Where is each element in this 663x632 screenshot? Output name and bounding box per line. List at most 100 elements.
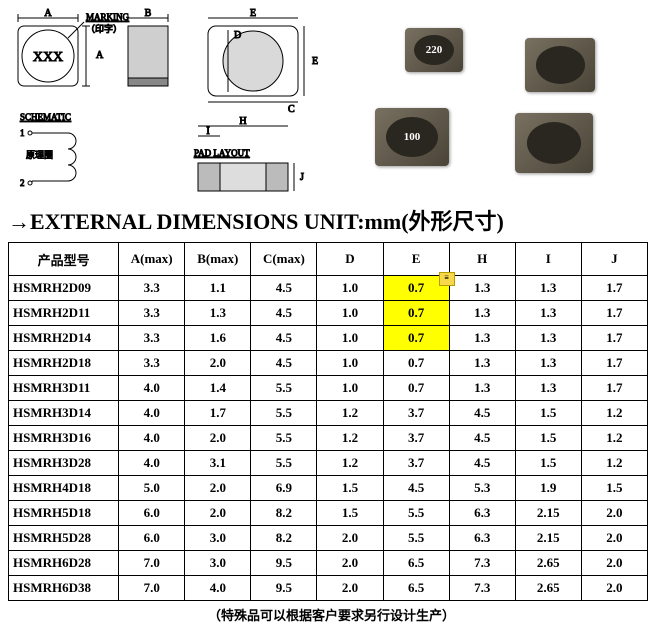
cell-dim: 3.3 xyxy=(119,351,185,376)
cell-dim: 1.5 xyxy=(581,476,647,501)
table-row: HSMRH6D387.04.09.52.06.57.32.652.0 xyxy=(9,576,648,601)
cell-dim: 2.0 xyxy=(581,501,647,526)
cell-dim: 1.2 xyxy=(317,426,383,451)
cell-dim: 4.0 xyxy=(119,401,185,426)
cell-dim: 3.3 xyxy=(119,276,185,301)
marking-sub: （印字） xyxy=(86,23,122,34)
cell-dim: 1.7 xyxy=(581,326,647,351)
col-b: B(max) xyxy=(185,243,251,276)
cell-dim: 3.3 xyxy=(119,301,185,326)
cell-dim: 1.3 xyxy=(449,376,515,401)
cell-dim: 9.5 xyxy=(251,551,317,576)
technical-drawings: A MARKING （印字） XXX A B E xyxy=(8,8,368,198)
cell-dim: 1.5 xyxy=(515,401,581,426)
cell-dim: 0.7 xyxy=(383,351,449,376)
cell-dim: 6.0 xyxy=(119,526,185,551)
cell-dim: 1.4 xyxy=(185,376,251,401)
chip-photo-1: 220 xyxy=(405,28,463,72)
table-row: HSMRH3D284.03.15.51.23.74.51.51.2 xyxy=(9,451,648,476)
cell-dim: 6.9 xyxy=(251,476,317,501)
cell-dim: 1.0 xyxy=(317,301,383,326)
cell-dim: 1.3 xyxy=(449,276,515,301)
cell-dim: 1.3 xyxy=(515,326,581,351)
cell-dim: 1.7 xyxy=(581,351,647,376)
cell-dim: 1.3 xyxy=(449,351,515,376)
cell-dim: 2.0 xyxy=(185,501,251,526)
cell-dim: 2.0 xyxy=(185,351,251,376)
cell-dim: 7.3 xyxy=(449,576,515,601)
dim-d: D xyxy=(234,30,241,41)
cell-dim: 1.2 xyxy=(581,401,647,426)
table-row: HSMRH6D287.03.09.52.06.57.32.652.0 xyxy=(9,551,648,576)
cell-dim: 1.5 xyxy=(317,476,383,501)
cell-dim: 4.0 xyxy=(119,376,185,401)
cell-dim: 7.3 xyxy=(449,551,515,576)
cell-dim: 1.3 xyxy=(449,326,515,351)
cell-dim: 1.5 xyxy=(317,501,383,526)
cell-dim: 3.0 xyxy=(185,551,251,576)
cell-dim: 5.5 xyxy=(251,426,317,451)
cell-model: HSMRH2D11 xyxy=(9,301,119,326)
cell-model: HSMRH2D09 xyxy=(9,276,119,301)
cell-dim: 8.2 xyxy=(251,526,317,551)
table-row: HSMRH4D185.02.06.91.54.55.31.91.5 xyxy=(9,476,648,501)
cell-dim: 2.0 xyxy=(317,551,383,576)
cell-dim: 3.0 xyxy=(185,526,251,551)
cell-dim: 6.5 xyxy=(383,551,449,576)
cell-model: HSMRH3D16 xyxy=(9,426,119,451)
col-c: C(max) xyxy=(251,243,317,276)
chip-label-2: 100 xyxy=(404,131,421,143)
cell-dim: 7.0 xyxy=(119,551,185,576)
cell-dim: 2.0 xyxy=(581,526,647,551)
cell-model: HSMRH2D18 xyxy=(9,351,119,376)
cell-dim: 2.0 xyxy=(581,551,647,576)
cell-dim: 1.3 xyxy=(515,301,581,326)
cell-dim: 4.0 xyxy=(119,451,185,476)
cell-dim: 1.2 xyxy=(581,426,647,451)
cell-dim: 1.0 xyxy=(317,376,383,401)
table-row: HSMRH5D186.02.08.21.55.56.32.152.0 xyxy=(9,501,648,526)
dim-e: E xyxy=(250,8,256,19)
cell-dim: 1.5 xyxy=(515,426,581,451)
chip-label-1: 220 xyxy=(426,44,443,56)
cell-dim: 1.3 xyxy=(185,301,251,326)
cell-dim: 1.2 xyxy=(317,451,383,476)
cell-dim: 1.7 xyxy=(581,376,647,401)
cell-dim: 6.0 xyxy=(119,501,185,526)
cell-dim: 5.5 xyxy=(251,451,317,476)
cell-model: HSMRH5D28 xyxy=(9,526,119,551)
cell-dim: 4.0 xyxy=(185,576,251,601)
cell-dim: 0.7 xyxy=(383,326,449,351)
cell-dim: 2.65 xyxy=(515,576,581,601)
component-photo-area: 220 100 xyxy=(365,18,645,188)
dim-a-side: A xyxy=(96,50,104,61)
cell-dim: 1.1 xyxy=(185,276,251,301)
dimensions-table: 产品型号A(max)B(max)C(max)DEHIJ HSMRH2D093.3… xyxy=(8,242,648,601)
col-d: D xyxy=(317,243,383,276)
cell-dim: 1.6 xyxy=(185,326,251,351)
cell-dim: 1.7 xyxy=(581,276,647,301)
marking-label: MARKING xyxy=(86,12,130,22)
cell-dim: 4.5 xyxy=(449,401,515,426)
cell-dim: 2.0 xyxy=(581,576,647,601)
cell-model: HSMRH3D14 xyxy=(9,401,119,426)
cell-dim: 1.0 xyxy=(317,276,383,301)
cell-dim: 4.5 xyxy=(251,326,317,351)
cell-dim: 2.0 xyxy=(185,476,251,501)
table-row: HSMRH3D144.01.75.51.23.74.51.51.2 xyxy=(9,401,648,426)
chip-photo-3: 100 xyxy=(375,108,449,166)
cell-model: HSMRH6D28 xyxy=(9,551,119,576)
cell-model: HSMRH5D18 xyxy=(9,501,119,526)
cell-dim: 7.0 xyxy=(119,576,185,601)
cell-dim: 2.0 xyxy=(185,426,251,451)
cell-dim: 2.0 xyxy=(317,526,383,551)
cell-dim: 0.7 xyxy=(383,376,449,401)
pin2: 2 xyxy=(20,178,25,188)
dim-h: H xyxy=(239,116,246,127)
footer-note: （特殊品可以根据客户要求另行设计生产） xyxy=(8,605,655,624)
cell-model: HSMRH2D14 xyxy=(9,326,119,351)
cell-dim: 2.65 xyxy=(515,551,581,576)
dim-b: B xyxy=(145,8,152,19)
cell-dim: 0.7≡ xyxy=(383,276,449,301)
comment-icon[interactable]: ≡ xyxy=(439,272,455,286)
